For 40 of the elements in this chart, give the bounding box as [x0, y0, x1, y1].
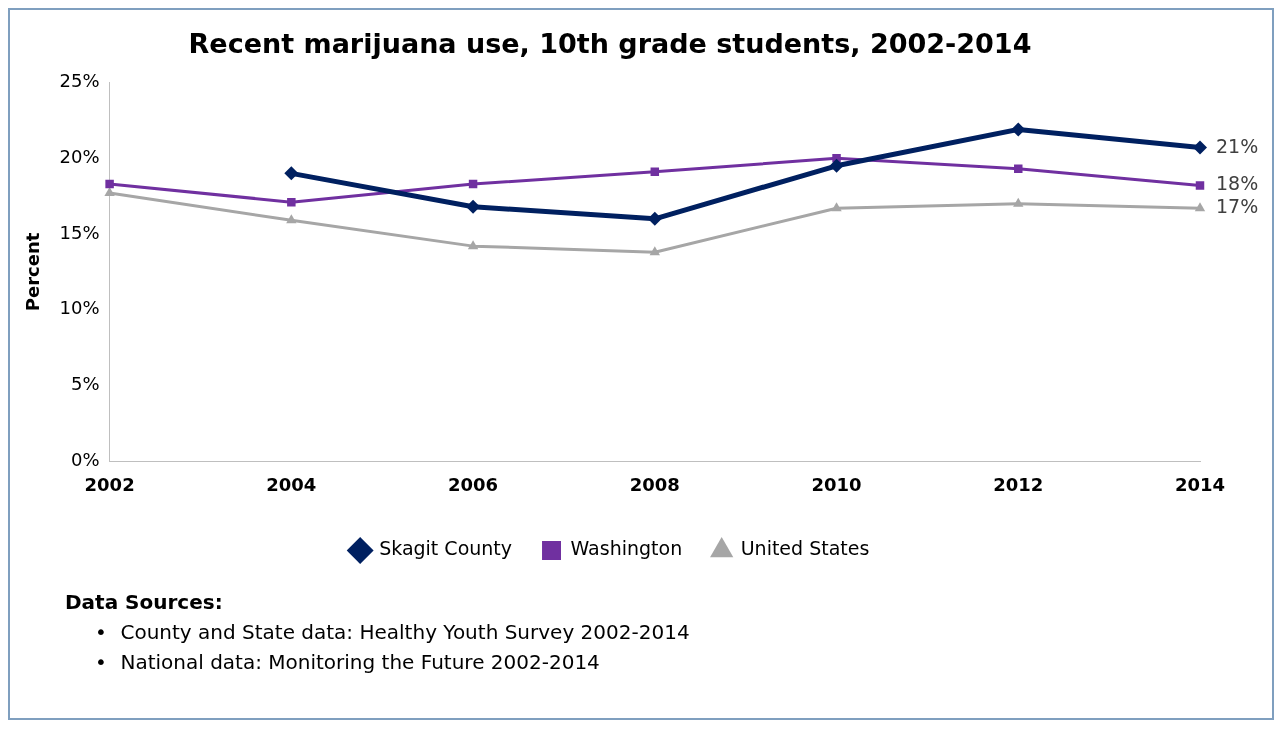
point	[831, 202, 842, 212]
point	[467, 240, 479, 250]
y-tick-label: 5%	[71, 373, 100, 395]
text: • County and State data: Healthy Youth Survey 2002-2014	[95, 620, 691, 644]
data-label: 21%	[1216, 134, 1259, 157]
y-tick-label: 20%	[59, 145, 100, 167]
legend-label: Washington	[570, 537, 683, 560]
x-tick-label: 2004	[266, 473, 317, 495]
point	[105, 179, 114, 189]
point	[287, 197, 296, 207]
point	[104, 187, 115, 197]
point	[1013, 197, 1024, 207]
point	[649, 246, 660, 256]
x-tick-label: 2002	[84, 473, 135, 495]
y-tick-label: 25%	[59, 70, 100, 92]
x-tick-label: 2006	[448, 473, 499, 495]
point	[1195, 181, 1205, 190]
data-label: 17%	[1216, 195, 1259, 218]
data-label: 18%	[1216, 172, 1259, 195]
x-tick-label: 2008	[629, 473, 680, 495]
y-tick-label: 10%	[59, 297, 100, 319]
legend-label: Skagit County	[379, 537, 513, 560]
text: • National data: Monitoring the Future 2002-2014	[95, 650, 601, 674]
y-tick-label: 0%	[71, 449, 100, 471]
point	[284, 166, 299, 181]
legend-label: United States	[740, 537, 870, 560]
point	[1193, 140, 1207, 155]
point	[1011, 122, 1026, 137]
chart-title: Recent marijuana use, 10th grade students, 2002-2014	[188, 28, 1032, 60]
point	[647, 211, 662, 226]
point	[466, 199, 481, 214]
x-tick-label: 2012	[993, 473, 1044, 495]
y-tick-label: 15%	[59, 221, 100, 243]
y-axis-title: Percent	[22, 232, 44, 312]
text: Data Sources:	[65, 590, 224, 614]
point	[1194, 202, 1206, 212]
x-tick-label: 2010	[811, 473, 862, 495]
point	[829, 158, 844, 173]
x-tick-label: 2014	[1174, 473, 1226, 495]
point	[1014, 164, 1023, 174]
